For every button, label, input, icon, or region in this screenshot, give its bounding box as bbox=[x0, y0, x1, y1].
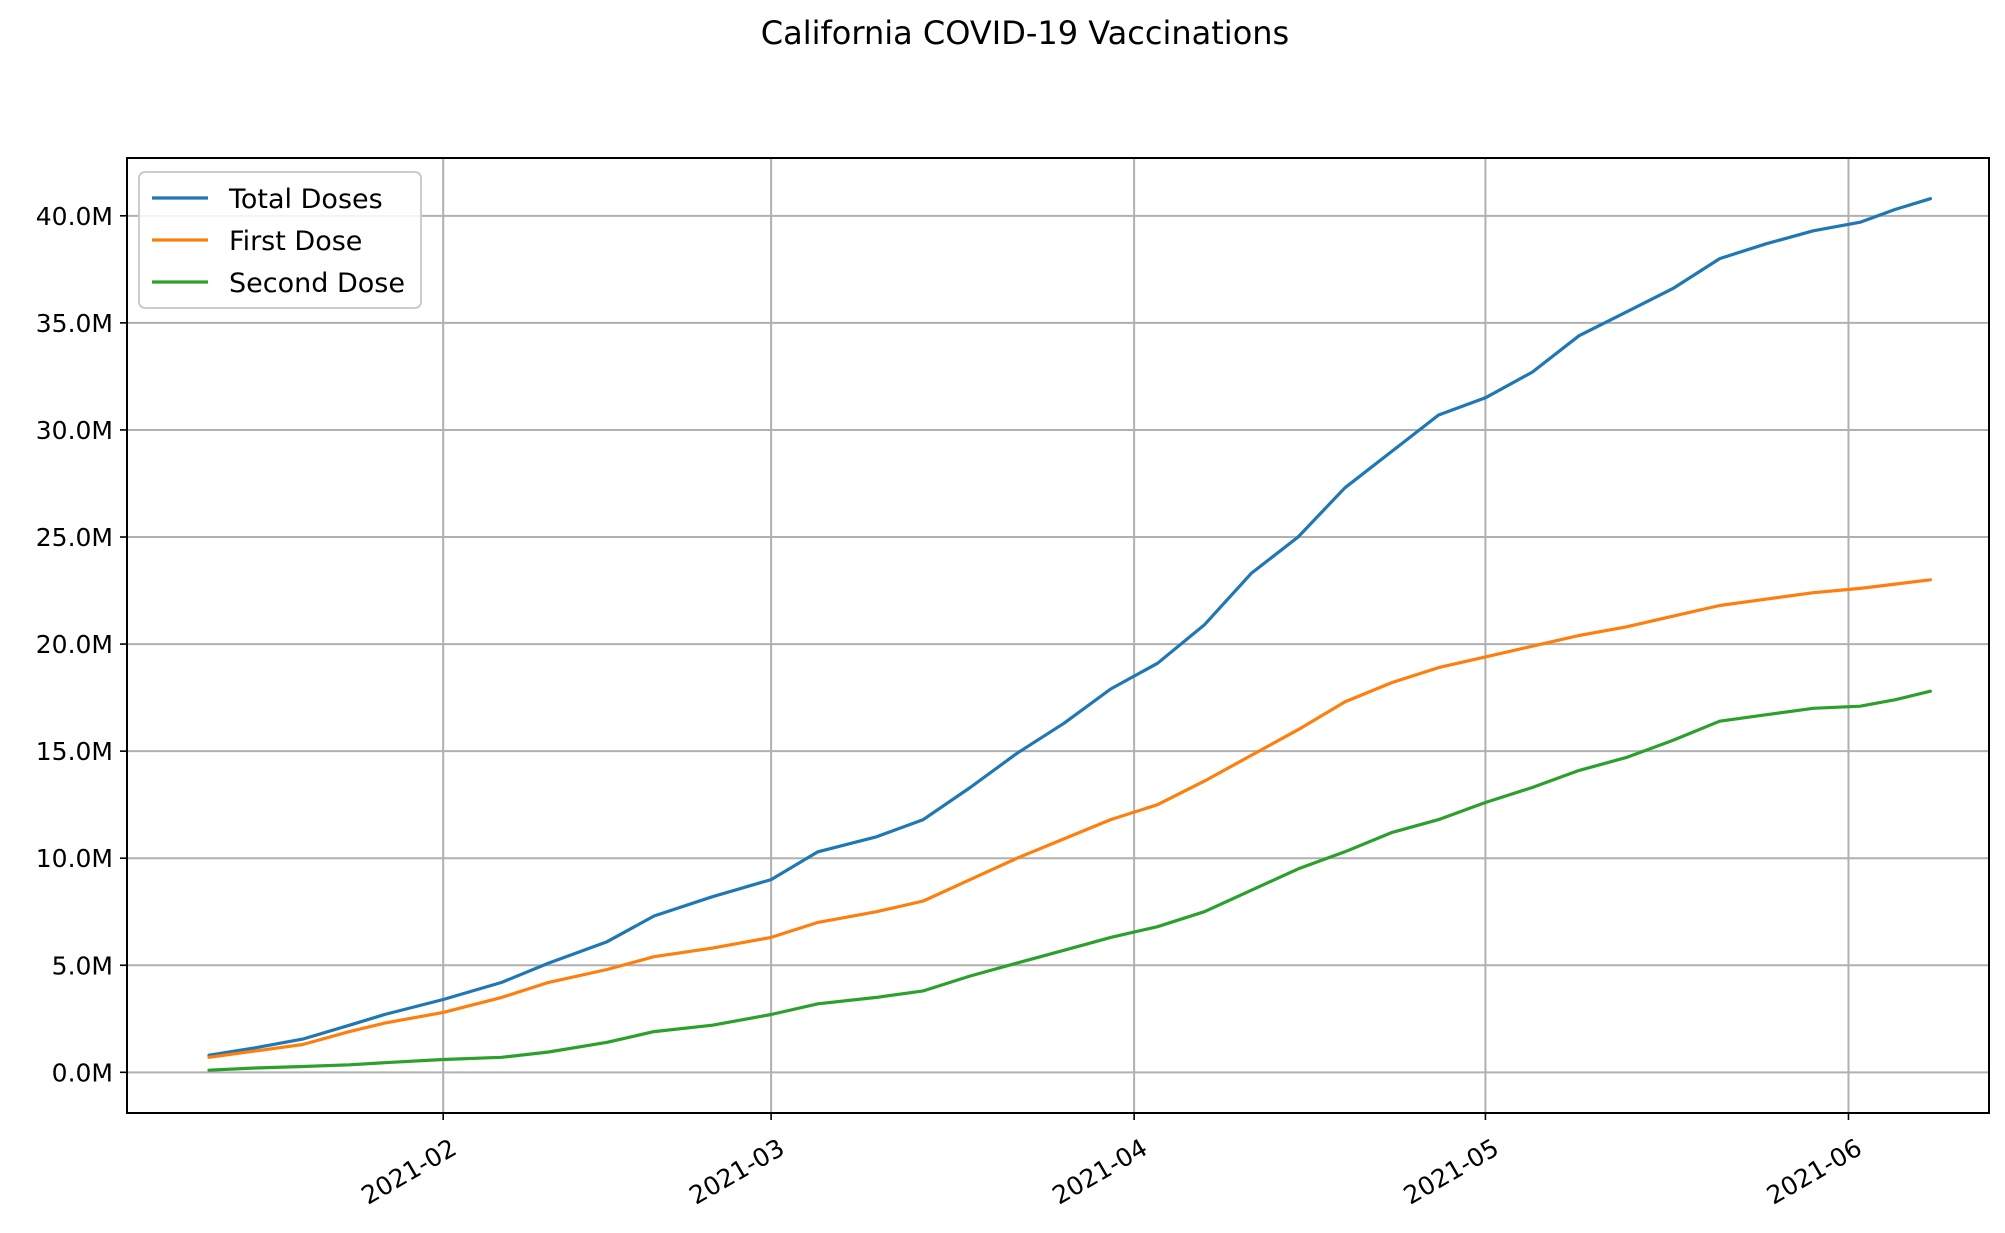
y-tick-label: 25.0M bbox=[36, 523, 113, 552]
series-layer bbox=[207, 197, 1933, 1072]
legend-label: Total Doses bbox=[228, 184, 383, 215]
x-tick-label: 2021-03 bbox=[684, 1133, 789, 1210]
y-tick-label: 15.0M bbox=[36, 737, 113, 766]
axis-ticks: 0.0M 5.0M 10.0M 15.0M 20.0M 25.0M 30.0M 35.0M 40… bbox=[36, 202, 1867, 1211]
y-tick-label: 40.0M bbox=[36, 202, 113, 231]
series-line bbox=[207, 689, 1933, 1072]
series-total-doses bbox=[207, 197, 1933, 1057]
legend-label: Second Dose bbox=[229, 268, 405, 299]
y-tick-label: 35.0M bbox=[36, 309, 113, 338]
y-tick-label: 0.0M bbox=[52, 1058, 113, 1087]
x-tick-label: 2021-05 bbox=[1399, 1133, 1504, 1210]
legend: Total Doses First Dose Second Dose bbox=[138, 171, 422, 309]
chart-title: California COVID-19 Vaccinations bbox=[761, 14, 1289, 52]
legend-box bbox=[138, 171, 422, 309]
plot-frame bbox=[126, 157, 1990, 1114]
x-tick-label: 2021-02 bbox=[356, 1133, 461, 1210]
y-tick-label: 20.0M bbox=[36, 630, 113, 659]
y-tick-label: 10.0M bbox=[36, 844, 113, 873]
y-tick-label: 30.0M bbox=[36, 416, 113, 445]
y-tick-label: 5.0M bbox=[52, 951, 113, 980]
series-line bbox=[207, 197, 1933, 1057]
legend-label: First Dose bbox=[229, 226, 362, 257]
series-line bbox=[207, 578, 1933, 1059]
x-tick-label: 2021-06 bbox=[1762, 1133, 1867, 1210]
series-second-dose bbox=[207, 689, 1933, 1072]
grid-layer bbox=[127, 158, 1989, 1113]
x-tick-label: 2021-04 bbox=[1047, 1133, 1152, 1210]
series-first-dose bbox=[207, 578, 1933, 1059]
